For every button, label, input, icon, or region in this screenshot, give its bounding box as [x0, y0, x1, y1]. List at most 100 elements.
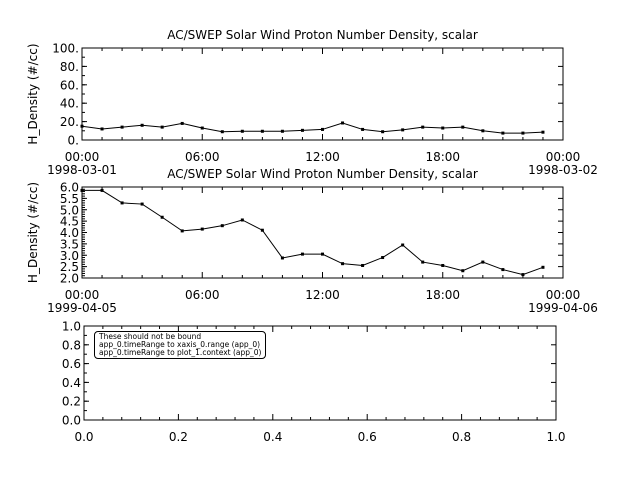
- data-point: [120, 201, 124, 205]
- data-point: [341, 262, 345, 266]
- x-tick-label: 00:00: [65, 150, 100, 164]
- data-point: [361, 263, 365, 267]
- x-tick-label: 06:00: [185, 288, 220, 302]
- x-tick-label: 00:00: [546, 150, 581, 164]
- data-point: [180, 229, 184, 233]
- x-tick-label: 18:00: [425, 150, 460, 164]
- binding-annotation: These should not be bound app_0.timeRang…: [94, 331, 267, 359]
- data-point: [441, 263, 445, 267]
- data-point: [140, 202, 144, 206]
- annotation-line: app_0.timeRange to xaxis_0.range (app_0): [99, 340, 261, 349]
- x-tick-label: 18:00: [425, 288, 460, 302]
- y-tick-label: 0.4: [62, 376, 81, 390]
- x-tick-label: 06:00: [185, 150, 220, 164]
- x-tick-label: 0.0: [74, 430, 93, 444]
- x-tick-date-label: 1999-04-05: [47, 301, 117, 315]
- x-tick-date-label: 1998-03-01: [47, 163, 117, 177]
- data-point: [321, 127, 324, 131]
- data-point: [100, 127, 104, 131]
- y-tick-label: 5.0: [60, 203, 79, 217]
- plot-frame: [81, 186, 564, 279]
- y-tick-label: 2.0: [60, 272, 79, 286]
- data-point: [441, 126, 445, 130]
- y-tick-label: 5.5: [60, 192, 79, 206]
- y-tick-label: 40.: [60, 97, 79, 111]
- data-point: [160, 125, 164, 129]
- x-tick-label: 12:00: [305, 150, 340, 164]
- y-tick-label: 6.0: [60, 181, 79, 195]
- x-tick-label: 1.0: [546, 430, 565, 444]
- data-point: [541, 265, 545, 269]
- data-point: [461, 269, 465, 273]
- y-tick-label: 20.: [60, 115, 79, 129]
- data-point: [80, 124, 84, 128]
- data-point: [280, 129, 284, 133]
- annotation-line: These should not be bound: [99, 332, 202, 341]
- data-point: [421, 260, 425, 264]
- y-axis-label: H_Density (#/cc): [26, 182, 40, 283]
- data-point: [240, 218, 244, 222]
- x-tick-label: 0.6: [358, 430, 377, 444]
- data-point: [100, 188, 104, 192]
- data-series-line: [81, 122, 543, 134]
- data-point: [461, 125, 465, 129]
- data-point: [80, 188, 84, 192]
- data-point: [381, 256, 385, 260]
- data-point: [260, 228, 264, 232]
- x-tick-date-label: 1999-04-06: [528, 301, 598, 315]
- data-point: [501, 268, 505, 272]
- data-point: [341, 121, 345, 125]
- x-tick-label: 0.4: [263, 430, 282, 444]
- data-point: [541, 130, 545, 134]
- y-tick-label: 3.0: [60, 249, 79, 263]
- data-point: [120, 125, 124, 129]
- data-point: [300, 252, 304, 256]
- data-point: [401, 243, 405, 247]
- y-tick-label: 2.5: [60, 260, 79, 274]
- data-point: [300, 128, 304, 132]
- x-tick-label: 0.8: [452, 430, 471, 444]
- data-point: [401, 128, 405, 132]
- x-tick-label: 12:00: [305, 288, 340, 302]
- data-point: [321, 252, 324, 256]
- y-tick-label: 4.0: [60, 226, 79, 240]
- y-tick-label: 3.5: [60, 237, 79, 251]
- data-point: [260, 129, 264, 133]
- y-tick-label: 4.5: [60, 215, 79, 229]
- chart-title: AC/SWEP Solar Wind Proton Number Density…: [167, 167, 478, 181]
- y-tick-label: 80.: [60, 60, 79, 74]
- data-point: [501, 131, 505, 135]
- data-point: [140, 123, 144, 127]
- data-point: [481, 260, 485, 264]
- y-tick-label: 0.: [68, 134, 79, 148]
- y-axis-label: H_Density (#/cc): [26, 43, 40, 144]
- x-tick-label: 0.2: [169, 430, 188, 444]
- data-point: [220, 130, 224, 134]
- y-tick-label: 60.: [60, 78, 79, 92]
- data-point: [521, 273, 525, 277]
- chart-title: AC/SWEP Solar Wind Proton Number Density…: [167, 28, 478, 42]
- x-tick-label: 00:00: [546, 288, 581, 302]
- data-point: [421, 125, 425, 129]
- data-point: [521, 131, 525, 135]
- y-tick-label: 0.6: [62, 357, 81, 371]
- data-point: [361, 127, 365, 131]
- data-point: [280, 256, 284, 260]
- data-series-line: [82, 189, 544, 276]
- data-point: [200, 126, 204, 130]
- data-point: [200, 227, 204, 231]
- annotation-line: app_0.timeRange to plot_1.context (app_0…: [99, 348, 262, 357]
- y-tick-label: 1.0: [62, 320, 81, 334]
- data-point: [240, 129, 244, 133]
- data-point: [481, 129, 485, 133]
- data-point: [180, 121, 184, 125]
- y-tick-label: 0.2: [62, 395, 81, 409]
- y-tick-label: 0.0: [62, 414, 81, 428]
- y-tick-label: 100.: [52, 42, 79, 56]
- y-tick-label: 0.8: [62, 338, 81, 352]
- data-point: [381, 130, 385, 134]
- data-point: [160, 215, 164, 219]
- x-tick-label: 00:00: [65, 288, 100, 302]
